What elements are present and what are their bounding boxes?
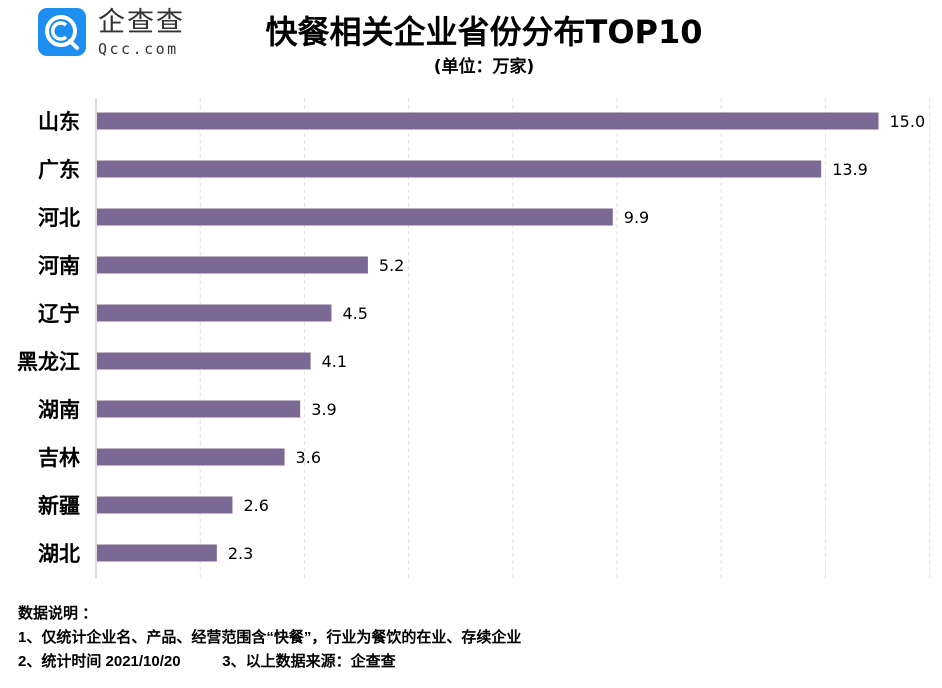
bar	[97, 496, 233, 514]
category-label: 湖南	[38, 398, 80, 422]
value-label: 9.9	[624, 208, 649, 227]
notes-line-1: 1、仅统计企业名、产品、经营范围含“快餐”，行业为餐饮的在业、存续企业	[18, 629, 522, 646]
category-label: 新疆	[38, 494, 80, 518]
category-label: 山东	[38, 110, 80, 134]
bar	[97, 256, 368, 274]
chart-title: 快餐相关企业省份分布TOP10	[0, 12, 942, 52]
value-label: 2.6	[243, 496, 268, 515]
bar	[97, 400, 301, 418]
category-label: 广东	[38, 158, 80, 182]
value-label: 2.3	[228, 544, 253, 563]
value-label: 5.2	[379, 256, 404, 275]
bar	[97, 544, 217, 562]
magnifier-c-icon	[45, 15, 79, 50]
data-notes: 数据说明 ： 1、仅统计企业名、产品、经营范围含“快餐”，行业为餐饮的在业、存续…	[18, 602, 521, 674]
brand-name-cn: 企查查	[98, 7, 185, 38]
value-label: 4.5	[342, 304, 367, 323]
value-label: 3.6	[296, 448, 321, 467]
bar	[97, 112, 879, 130]
category-label: 辽宁	[38, 302, 80, 326]
category-label: 黑龙江	[17, 350, 80, 374]
chart-subtitle: (单位：万家)	[0, 52, 942, 77]
category-label: 河北	[38, 206, 80, 230]
bar	[97, 160, 822, 178]
value-label: 13.9	[832, 160, 868, 179]
chart-title-text: 快餐相关企业省份分布TOP10	[265, 13, 703, 51]
value-label: 3.9	[311, 400, 336, 419]
qcc-logo-icon	[38, 8, 86, 56]
category-label: 湖北	[38, 542, 80, 566]
bar	[97, 304, 332, 322]
value-labels: 15.0 13.9 9.9 5.2 4.5 4.1 3.9 3.6 2.6 2.3	[228, 112, 925, 563]
value-label: 4.1	[322, 352, 347, 371]
bar	[97, 352, 311, 370]
bars	[97, 112, 879, 562]
category-label: 河南	[38, 254, 80, 278]
bar	[97, 208, 613, 226]
brand-name-en: Qcc.com	[98, 40, 179, 58]
category-label: 吉林	[38, 446, 80, 470]
notes-heading: 数据说明 ：	[18, 605, 98, 622]
chart-subtitle-text: (单位：万家)	[433, 57, 535, 77]
bar	[97, 448, 285, 466]
notes-line-2: 2、统计时间 2021/10/20 3、以上数据来源：企查查	[18, 653, 396, 670]
value-label: 15.0	[890, 112, 926, 131]
